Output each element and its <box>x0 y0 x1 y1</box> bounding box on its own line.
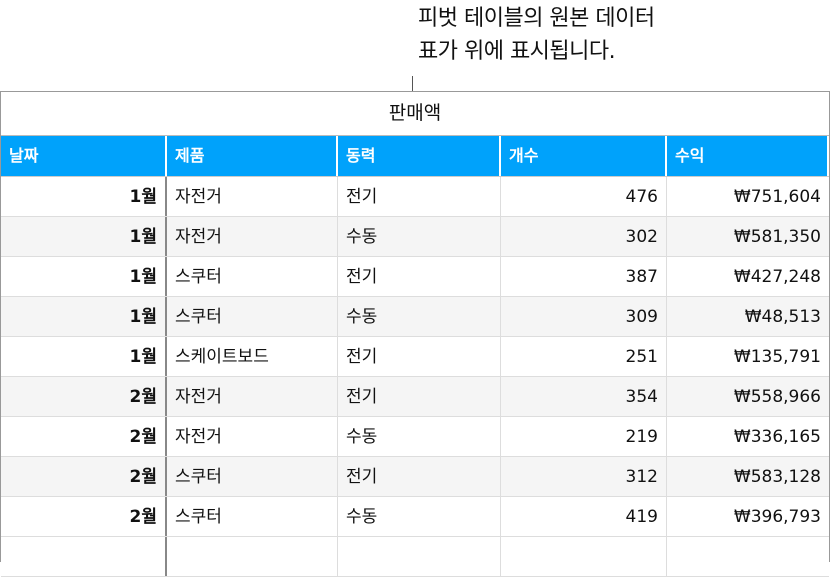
table-cell[interactable]: 수동 <box>338 497 501 536</box>
table-cell[interactable]: 1월 <box>1 217 167 256</box>
table-cell[interactable]: 419 <box>501 497 667 536</box>
table-row[interactable]: 2월 자전거 전기 354 ₩558,966 <box>1 377 829 417</box>
table-cell[interactable]: 스쿠터 <box>167 497 338 536</box>
table-cell[interactable]: 1월 <box>1 257 167 296</box>
table-cell[interactable]: 전기 <box>338 257 501 296</box>
table-cell[interactable]: ₩396,793 <box>733 507 821 527</box>
table-cell[interactable]: 수동 <box>338 297 501 336</box>
table-row-partial[interactable] <box>1 537 829 577</box>
table-row[interactable]: 1월 스쿠터 전기 387 ₩427,248 <box>1 257 829 297</box>
table-cell[interactable]: 전기 <box>338 177 501 216</box>
column-header[interactable]: 날짜 <box>1 136 167 176</box>
table-row[interactable]: 1월 자전거 수동 302 ₩581,350 <box>1 217 829 257</box>
table-cell[interactable]: 스쿠터 <box>167 457 338 496</box>
header-row: 날짜 제품 동력 개수 수익 <box>1 136 829 177</box>
table-cell[interactable]: ₩336,165 <box>733 427 821 447</box>
table-cell[interactable]: 2월 <box>1 497 167 536</box>
table-cell[interactable]: 자전거 <box>167 417 338 456</box>
table-cell[interactable]: 309 <box>501 297 667 336</box>
table-cell[interactable]: 354 <box>501 377 667 416</box>
table-cell[interactable]: 전기 <box>338 457 501 496</box>
table-cell[interactable]: 수동 <box>338 217 501 256</box>
table-cell[interactable]: 1월 <box>1 177 167 216</box>
table-cell[interactable]: 251 <box>501 337 667 376</box>
table-cell[interactable]: ₩427,248 <box>733 267 821 287</box>
column-header[interactable]: 수익 <box>667 136 829 176</box>
table-cell[interactable]: 2월 <box>1 377 167 416</box>
table-cell[interactable]: 스쿠터 <box>167 257 338 296</box>
table-cell[interactable]: 312 <box>501 457 667 496</box>
table-cell[interactable]: 전기 <box>338 337 501 376</box>
table-cell[interactable]: ₩558,966 <box>733 387 821 407</box>
table-row[interactable]: 2월 스쿠터 수동 419 ₩396,793 <box>1 497 829 537</box>
table-cell[interactable]: ₩135,791 <box>733 347 821 367</box>
callout-annotation: 피벗 테이블의 원본 데이터 표가 위에 표시됩니다. <box>418 2 655 68</box>
table-cell[interactable]: 1월 <box>1 337 167 376</box>
callout-line-1: 피벗 테이블의 원본 데이터 <box>418 6 655 31</box>
table-cell[interactable]: 2월 <box>1 457 167 496</box>
table-cell[interactable]: 스쿠터 <box>167 297 338 336</box>
table-cell[interactable]: 자전거 <box>167 177 338 216</box>
table-row[interactable]: 1월 자전거 전기 476 ₩751,604 <box>1 177 829 217</box>
table-cell[interactable]: 2월 <box>1 417 167 456</box>
table-cell[interactable]: ₩751,604 <box>733 187 821 207</box>
sales-table[interactable]: 판매액 날짜 제품 동력 개수 수익 1월 자전거 전기 476 ₩751,604 1월 자전거 수동… <box>0 91 830 577</box>
table-cell[interactable]: 자전거 <box>167 377 338 416</box>
table-cell[interactable]: 387 <box>501 257 667 296</box>
table-row[interactable]: 2월 자전거 수동 219 ₩336,165 <box>1 417 829 457</box>
callout-leader-line <box>412 76 413 92</box>
column-header[interactable]: 개수 <box>501 136 667 176</box>
column-header[interactable]: 제품 <box>167 136 338 176</box>
table-row[interactable]: 1월 스케이트보드 전기 251 ₩135,791 <box>1 337 829 377</box>
table-cell[interactable]: ₩583,128 <box>733 467 821 487</box>
table-cell[interactable]: 219 <box>501 417 667 456</box>
table-cell[interactable]: 1월 <box>1 297 167 336</box>
table-cell[interactable]: 전기 <box>338 377 501 416</box>
table-row[interactable]: 1월 스쿠터 수동 309 ₩48,513 <box>1 297 829 337</box>
table-cell[interactable]: 476 <box>501 177 667 216</box>
column-header[interactable]: 동력 <box>338 136 501 176</box>
table-cell[interactable]: 자전거 <box>167 217 338 256</box>
table-cell[interactable]: ₩581,350 <box>733 227 821 247</box>
table-cell[interactable]: 스케이트보드 <box>167 337 338 376</box>
table-cell[interactable]: 302 <box>501 217 667 256</box>
table-row[interactable]: 2월 스쿠터 전기 312 ₩583,128 <box>1 457 829 497</box>
table-title[interactable]: 판매액 <box>1 92 829 136</box>
table-cell[interactable]: ₩48,513 <box>744 307 821 327</box>
table-cell[interactable]: 수동 <box>338 417 501 456</box>
callout-line-2: 표가 위에 표시됩니다. <box>418 39 616 64</box>
